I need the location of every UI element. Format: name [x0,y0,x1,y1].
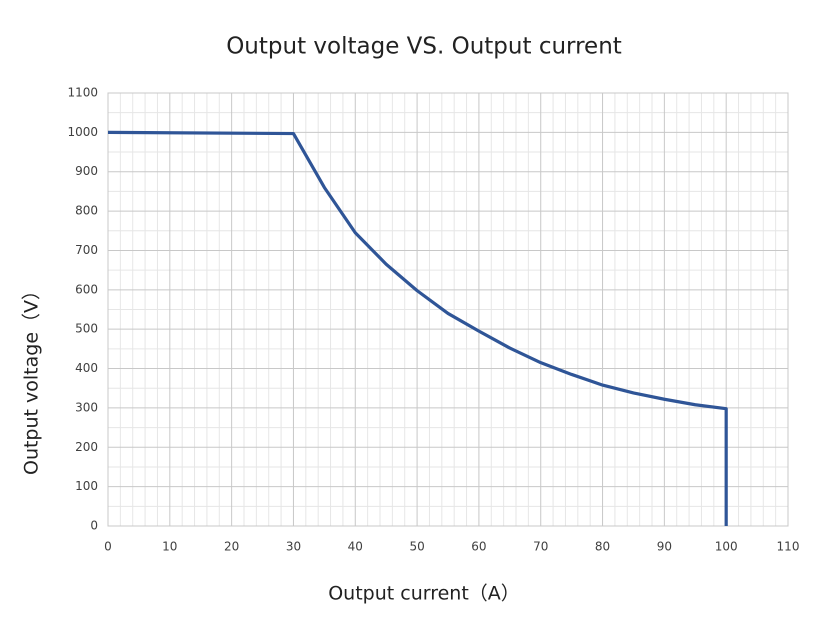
x-tick-label: 90 [657,540,672,554]
y-tick-label: 800 [75,204,98,218]
x-tick-label: 60 [471,540,486,554]
x-axis-title: Output current（A） [328,583,520,605]
y-tick-label: 1100 [67,86,98,100]
y-tick-label: 700 [75,243,98,257]
y-tick-label: 300 [75,400,98,414]
y-tick-label: 1000 [67,125,98,139]
x-tick-label: 10 [162,540,177,554]
x-tick-label: 50 [409,540,424,554]
y-tick-label: 500 [75,322,98,336]
y-tick-label: 200 [75,440,98,454]
x-tick-label: 80 [595,540,610,554]
x-tick-label: 100 [715,540,738,554]
y-tick-label: 600 [75,282,98,296]
y-tick-label: 0 [90,519,98,533]
data-line [107,130,728,526]
y-tick-label: 900 [75,164,98,178]
chart-title: Output voltage VS. Output current [226,34,622,60]
x-tick-label: 20 [224,540,239,554]
plot-frame [107,92,789,527]
y-tick-label: 400 [75,361,98,375]
y-tick-label: 100 [75,479,98,493]
x-tick-label: 70 [533,540,548,554]
x-tick-label: 40 [348,540,363,554]
x-tick-label: 0 [104,540,112,554]
y-axis-title: Output voltage（V） [21,281,43,475]
x-tick-label: 110 [777,540,800,554]
x-tick-label: 30 [286,540,301,554]
